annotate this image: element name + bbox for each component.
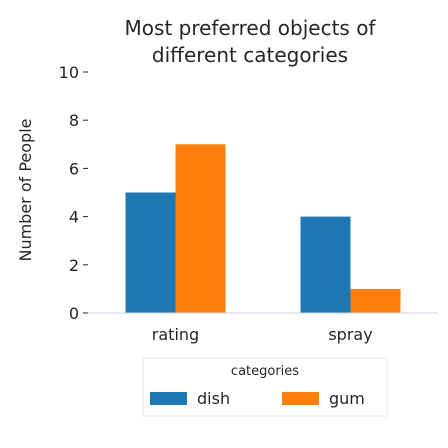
y-axis-ticks: 0 2 4 6 8 10 [59,63,88,323]
x-tick-label-spray: spray [328,325,372,344]
y-tick-label: 6 [69,159,79,178]
legend-title: categories [231,364,299,379]
bar-rating-dish [125,192,176,313]
y-tick-label: 8 [69,111,79,130]
y-tick-label: 2 [69,256,79,275]
bar-spray-dish [300,216,351,313]
y-axis-label: Number of People [16,118,35,261]
bar-rating-gum [175,144,226,313]
y-tick-label: 4 [69,208,79,227]
y-tick-label: 10 [59,63,79,82]
legend-swatch-dish [150,392,187,405]
chart-title-line-2: different categories [152,43,348,67]
legend-frame [142,357,388,417]
chart-title-line-1: Most preferred objects of [125,16,377,40]
legend-swatch-gum [282,392,319,405]
bar-spray-gum [350,288,401,313]
legend-label-gum: gum [329,389,365,408]
legend: categories dish gum [142,357,388,417]
x-tick-label-rating: rating [152,325,199,344]
legend-label-dish: dish [197,389,230,408]
x-axis-ticks: rating spray [152,325,373,344]
y-tick-label: 0 [69,304,79,323]
bars-group [88,144,438,314]
